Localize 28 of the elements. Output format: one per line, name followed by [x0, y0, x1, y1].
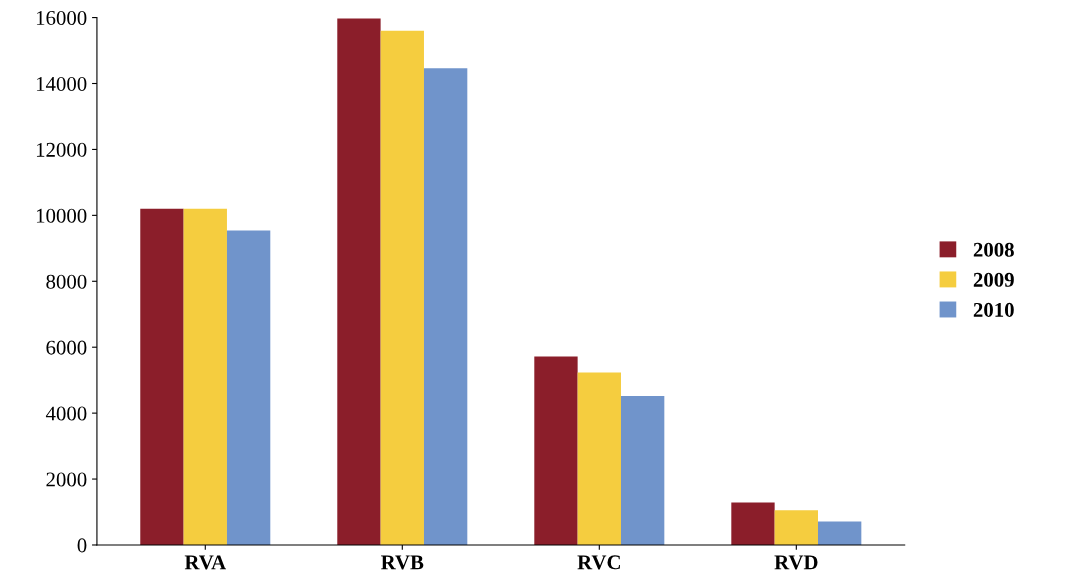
bar: [183, 208, 227, 545]
bar: [817, 521, 862, 545]
y-tick-label: 16000: [36, 10, 87, 26]
y-tick-label: 2000: [46, 472, 87, 487]
legend-label: 2008: [973, 242, 1014, 257]
legend-label: 2009: [973, 272, 1014, 287]
bar: [577, 372, 621, 545]
bar: [534, 356, 578, 545]
y-tick-label: 4000: [45, 406, 87, 421]
x-tick-label: RVB: [381, 555, 424, 570]
y-tick-label: 0: [77, 538, 87, 553]
bar: [423, 68, 468, 545]
bar: [774, 510, 818, 545]
bar: [140, 208, 184, 545]
y-tick-label: 10000: [36, 208, 87, 223]
x-tick-label: RVC: [577, 555, 620, 570]
y-tick-label: 6000: [46, 340, 87, 355]
bar: [731, 502, 775, 545]
y-tick-label: 14000: [36, 76, 87, 91]
y-tick-label: 8000: [46, 274, 87, 289]
bar: [337, 18, 381, 545]
x-tick-label: RVA: [184, 555, 226, 570]
y-tick-label: 12000: [36, 142, 87, 157]
legend-label: 2010: [973, 302, 1014, 317]
x-tick-label: RVD: [774, 555, 818, 570]
bar: [380, 30, 424, 545]
bar: [620, 395, 665, 545]
bar: [226, 230, 271, 545]
